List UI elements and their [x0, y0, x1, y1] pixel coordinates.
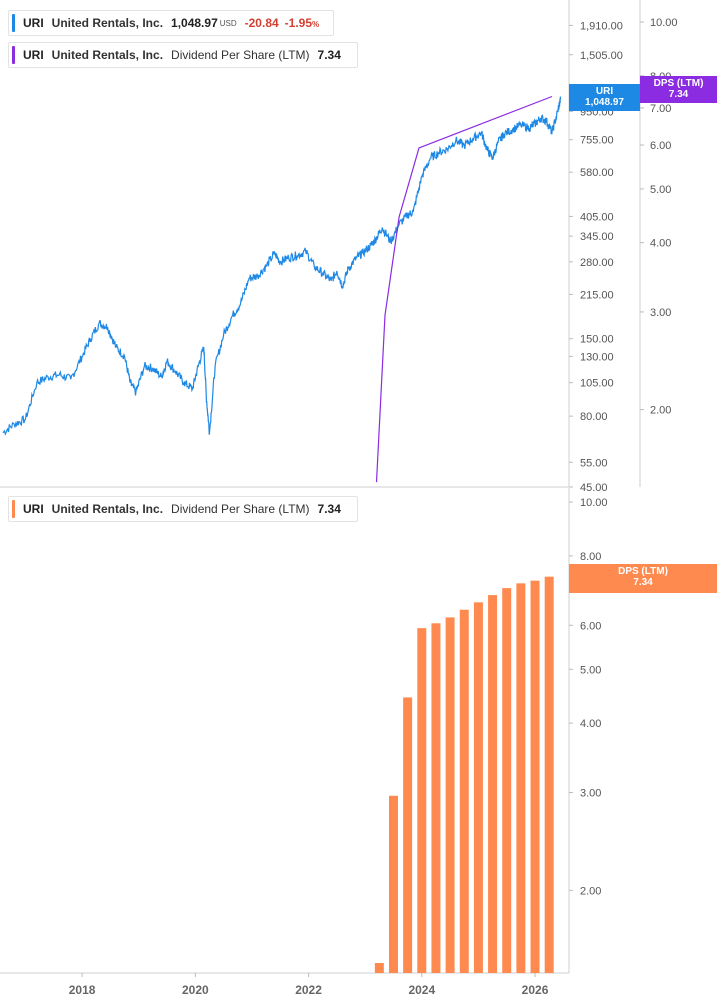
price-line-uri	[2, 96, 562, 436]
legend-dps-top-metric: Dividend Per Share (LTM)	[171, 48, 310, 62]
price-tick-label: 755.00	[580, 135, 614, 147]
dps-tick-label: 10.00	[650, 17, 678, 29]
chart-lines	[2, 95, 562, 483]
price-tick-label: 105.00	[580, 378, 614, 390]
price-tick-label: 405.00	[580, 211, 614, 223]
price-tick-label: 215.00	[580, 289, 614, 301]
legend-price-currency: USD	[219, 18, 237, 28]
price-tick-label: 150.00	[580, 334, 614, 346]
price-badge: URI 1,048.97	[569, 84, 640, 111]
dps-bottom-badge-label: DPS (LTM)	[618, 566, 668, 577]
price-badge-value: 1,048.97	[585, 97, 624, 108]
dps-bar	[417, 628, 427, 973]
price-badge-symbol: URI	[595, 86, 614, 97]
dps-bar	[516, 583, 526, 973]
legend-price-value: 1,048.97	[171, 16, 218, 30]
legend-dps-top-value: 7.34	[317, 48, 341, 62]
bottom-tick-label: 4.00	[580, 718, 601, 730]
x-tick-label: 2018	[69, 983, 96, 997]
price-tick-label: 280.00	[580, 257, 614, 269]
dps-top-badge-label: DPS (LTM)	[653, 78, 704, 89]
legend-price-swatch	[12, 14, 15, 32]
legend-price-change-pct: -1.95%	[285, 16, 319, 30]
legend-price-symbol: URI	[23, 16, 44, 30]
dps-top-badge: DPS (LTM) 7.34	[640, 76, 717, 103]
dps-bars	[374, 576, 554, 973]
x-tick-label: 2022	[295, 983, 322, 997]
legend-dps-top-swatch	[12, 46, 15, 64]
x-tick-label: 2020	[182, 983, 209, 997]
legend-dps-bottom-swatch	[12, 500, 15, 518]
dps-bottom-badge: DPS (LTM) 7.34	[569, 564, 717, 593]
legend-price-company: United Rentals, Inc.	[51, 16, 164, 30]
bottom-tick-label: 2.00	[580, 885, 601, 897]
dps-tick-label: 6.00	[650, 140, 671, 152]
dps-bar	[530, 580, 540, 973]
dps-bar	[502, 588, 512, 973]
price-tick-label: 80.00	[580, 411, 608, 423]
dps-bar	[403, 697, 413, 973]
legend-price-change: -20.84	[244, 16, 279, 30]
bottom-tick-label: 5.00	[580, 664, 601, 676]
price-tick-label: 1,505.00	[580, 50, 623, 62]
legend-dps-bottom-company: United Rentals, Inc.	[51, 502, 164, 516]
dps-bottom-badge-value: 7.34	[633, 577, 653, 588]
dps-bar	[374, 963, 384, 973]
bottom-tick-label: 3.00	[580, 788, 601, 800]
legend-price-change-pct-value: -1.95	[284, 16, 313, 30]
price-tick-label: 45.00	[580, 482, 608, 494]
dps-tick-label: 3.00	[650, 307, 671, 319]
dps-tick-label: 5.00	[650, 184, 671, 196]
legend-dps-bottom[interactable]: URI United Rentals, Inc. Dividend Per Sh…	[8, 496, 358, 522]
legend-dps-bottom-value: 7.34	[317, 502, 341, 516]
dps-bar	[459, 609, 469, 973]
legend-dps-top[interactable]: URI United Rentals, Inc. Dividend Per Sh…	[8, 42, 358, 68]
bottom-tick-label: 8.00	[580, 551, 601, 563]
dps-bar	[473, 602, 483, 973]
x-tick-label: 2026	[522, 983, 549, 997]
legend-price-pct-symbol: %	[312, 20, 320, 29]
legend-dps-bottom-metric: Dividend Per Share (LTM)	[171, 502, 310, 516]
dps-tick-label: 4.00	[650, 238, 671, 250]
x-axis: 2018 2020 2022 2024 2026	[69, 973, 549, 997]
legend-dps-bottom-symbol: URI	[23, 502, 44, 516]
price-tick-label: 55.00	[580, 457, 608, 469]
dps-tick-label: 2.00	[650, 405, 671, 417]
price-tick-label: 345.00	[580, 231, 614, 243]
x-tick-label: 2024	[408, 983, 435, 997]
legend-dps-top-company: United Rentals, Inc.	[51, 48, 164, 62]
dps-tick-label: 7.00	[650, 103, 671, 115]
dps-bar	[431, 623, 441, 973]
top-panel-axes: 1,910.001,505.00950.00755.00580.00405.00…	[0, 0, 678, 494]
legend-dps-top-symbol: URI	[23, 48, 44, 62]
dps-bar	[445, 617, 455, 973]
price-tick-label: 580.00	[580, 167, 614, 179]
bottom-tick-label: 6.00	[580, 620, 601, 632]
legend-price[interactable]: URI United Rentals, Inc. 1,048.97 USD -2…	[8, 10, 335, 36]
dps-top-badge-value: 7.34	[668, 89, 689, 100]
price-tick-label: 130.00	[580, 351, 614, 363]
dps-line	[375, 95, 553, 483]
bottom-tick-label: 10.00	[580, 497, 608, 509]
dps-bar	[488, 595, 498, 973]
price-tick-label: 1,910.00	[580, 20, 623, 32]
dps-bar	[388, 795, 398, 973]
dps-bar	[544, 576, 554, 973]
